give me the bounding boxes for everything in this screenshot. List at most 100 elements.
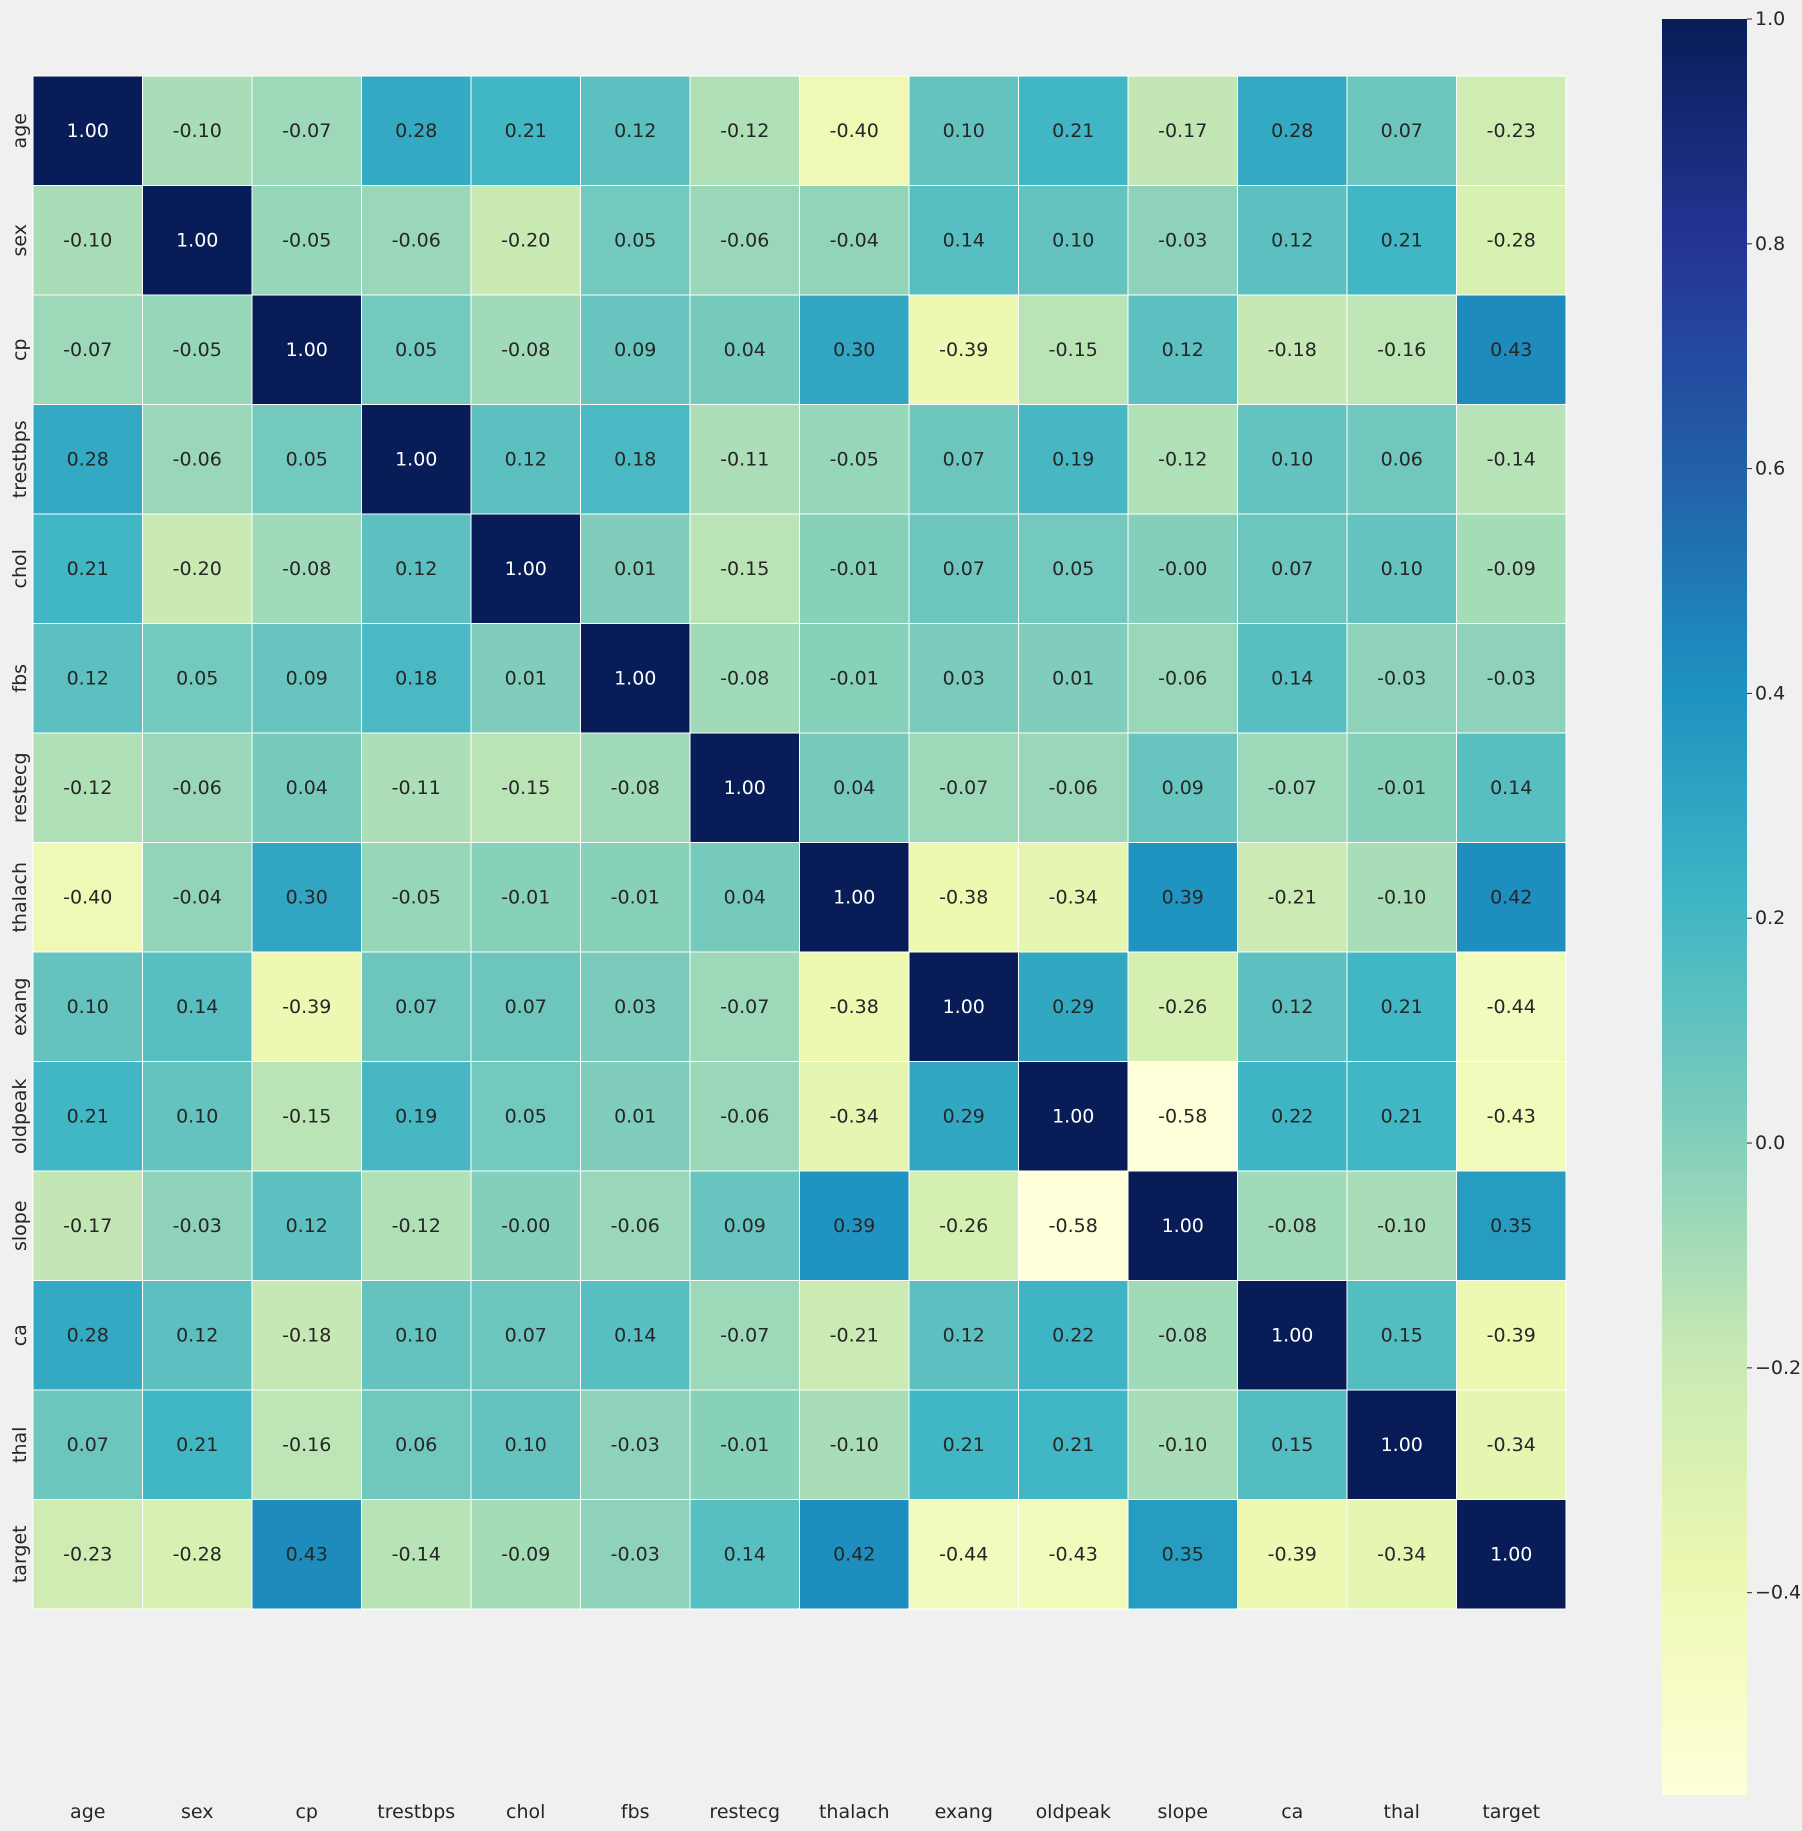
cell-value-label: 0.42 <box>833 1543 875 1565</box>
colorbar-tick-label: 1.0 <box>1755 8 1785 30</box>
heatmap-cell-chol-slope <box>1127 513 1238 624</box>
cell-value-label: -0.03 <box>1377 667 1426 689</box>
heatmap-cell-chol-target <box>1456 513 1567 624</box>
cell-value-label: 0.12 <box>176 1324 218 1346</box>
heatmap-cell-thalach-trestbps <box>361 842 472 953</box>
cell-value-label: 0.10 <box>1381 558 1423 580</box>
heatmap-cell-restecg-thalach <box>799 732 910 843</box>
cell-value-label: 0.12 <box>67 667 109 689</box>
cell-value-label: -0.03 <box>611 1434 660 1456</box>
heatmap-cell-fbs-thalach <box>799 623 910 734</box>
cell-value-label: -0.08 <box>1268 1215 1317 1237</box>
cell-value-label: 1.00 <box>67 120 109 142</box>
cell-value-label: -0.17 <box>63 1215 112 1237</box>
cell-value-label: -0.39 <box>282 996 331 1018</box>
heatmap-cell-restecg-cp <box>251 732 362 843</box>
heatmap-cell-chol-thal <box>1346 513 1457 624</box>
cell-value-label: 0.10 <box>1271 448 1313 470</box>
cell-value-label: 0.05 <box>1052 558 1094 580</box>
heatmap-cell-fbs-thal <box>1346 623 1457 734</box>
cell-value-label: 0.01 <box>505 667 547 689</box>
cell-value-label: 0.21 <box>1381 1105 1423 1127</box>
cell-value-label: -0.23 <box>63 1543 112 1565</box>
cell-value-label: -0.14 <box>1487 448 1536 470</box>
cell-value-label: -0.12 <box>720 120 769 142</box>
cell-value-label: 0.21 <box>67 558 109 580</box>
heatmap-cell-target-slope <box>1127 1499 1238 1610</box>
y-tick-label-cp: cp <box>9 338 31 361</box>
cell-value-label: 0.12 <box>505 448 547 470</box>
x-tick-label-sex: sex <box>181 1801 214 1823</box>
cell-value-label: -0.06 <box>173 777 222 799</box>
colorbar-tick-label: 0.4 <box>1755 682 1785 704</box>
cell-value-label: 1.00 <box>395 448 437 470</box>
heatmap-cell-trestbps-age <box>32 404 143 515</box>
cell-value-label: 0.03 <box>614 996 656 1018</box>
heatmap-cell-fbs-chol <box>470 623 581 734</box>
heatmap-cell-thalach-exang <box>908 842 1019 953</box>
heatmap-cell-target-target <box>1456 1499 1567 1610</box>
heatmap-cell-age-chol <box>470 75 581 186</box>
cell-value-label: 0.21 <box>943 1434 985 1456</box>
cell-value-label: -0.03 <box>1158 229 1207 251</box>
cell-value-label: 0.18 <box>614 448 656 470</box>
heatmap-cell-exang-cp <box>251 951 362 1062</box>
heatmap-cell-ca-oldpeak <box>1018 1280 1129 1391</box>
x-axis-tick-labels: age sex cp trestbps chol fbs restecg thalach exa… <box>70 1801 1540 1823</box>
heatmap-cell-fbs-target <box>1456 623 1567 734</box>
heatmap-cell-oldpeak-exang <box>908 1061 1019 1172</box>
cell-value-label: -0.04 <box>173 886 222 908</box>
cell-value-label: -0.39 <box>939 339 988 361</box>
cell-value-label: 0.14 <box>614 1324 656 1346</box>
cell-value-label: 0.14 <box>724 1543 766 1565</box>
heatmap-cell-cp-restecg <box>689 294 800 405</box>
cell-value-label: 1.00 <box>614 667 656 689</box>
heatmap-cell-thal-oldpeak <box>1018 1389 1129 1500</box>
cell-value-label: -0.34 <box>830 1105 879 1127</box>
cell-value-label: 0.10 <box>395 1324 437 1346</box>
heatmap-cell-thalach-oldpeak <box>1018 842 1129 953</box>
x-tick-label-chol: chol <box>506 1801 545 1823</box>
heatmap-cell-target-ca <box>1237 1499 1348 1610</box>
heatmap-cell-cp-exang <box>908 294 1019 405</box>
cell-value-label: -0.08 <box>720 667 769 689</box>
heatmap-cell-ca-thal <box>1346 1280 1457 1391</box>
cell-value-label: 0.10 <box>176 1105 218 1127</box>
cell-value-label: -0.58 <box>1049 1215 1098 1237</box>
heatmap-cell-age-age <box>32 75 143 186</box>
heatmap-cell-trestbps-restecg <box>689 404 800 515</box>
cell-value-label: 0.12 <box>614 120 656 142</box>
cell-value-label: 0.29 <box>1052 996 1094 1018</box>
heatmap-cell-target-thal <box>1346 1499 1457 1610</box>
heatmap-cell-age-oldpeak <box>1018 75 1129 186</box>
cell-value-label: 0.04 <box>286 777 328 799</box>
cell-value-label: 0.28 <box>67 1324 109 1346</box>
heatmap-cell-slope-cp <box>251 1170 362 1281</box>
heatmap-cell-ca-sex <box>142 1280 253 1391</box>
cell-value-label: -0.20 <box>173 558 222 580</box>
cell-value-label: 1.00 <box>176 229 218 251</box>
cell-value-label: 1.00 <box>1490 1543 1532 1565</box>
heatmap-cell-ca-chol <box>470 1280 581 1391</box>
heatmap-cell-ca-target <box>1456 1280 1567 1391</box>
cell-value-label: -0.20 <box>501 229 550 251</box>
cell-value-label: -0.00 <box>501 1215 550 1237</box>
heatmap-cell-thalach-thal <box>1346 842 1457 953</box>
cell-value-label: 0.12 <box>1162 339 1204 361</box>
heatmap-cell-ca-fbs <box>580 1280 691 1391</box>
cell-value-label: -0.21 <box>830 1324 879 1346</box>
cell-value-label: -0.09 <box>501 1543 550 1565</box>
cell-value-label: -0.12 <box>392 1215 441 1237</box>
cell-value-label: 0.10 <box>943 120 985 142</box>
cell-value-label: 0.07 <box>1381 120 1423 142</box>
heatmap-cell-ca-restecg <box>689 1280 800 1391</box>
heatmap-cell-trestbps-thal <box>1346 404 1457 515</box>
heatmap-cell-exang-oldpeak <box>1018 951 1129 1062</box>
heatmap-cell-exang-ca <box>1237 951 1348 1062</box>
heatmap-cell-sex-target <box>1456 185 1567 296</box>
heatmap-cell-oldpeak-cp <box>251 1061 362 1172</box>
x-tick-label-ca: ca <box>1281 1801 1303 1823</box>
cell-value-label: -0.01 <box>611 886 660 908</box>
cell-value-label: -0.06 <box>1049 777 1098 799</box>
cell-value-label: 0.05 <box>505 1105 547 1127</box>
